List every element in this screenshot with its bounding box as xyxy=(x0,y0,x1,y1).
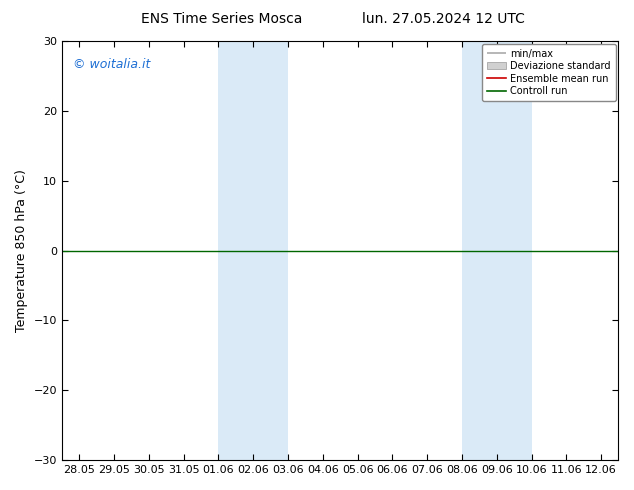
Text: ENS Time Series Mosca: ENS Time Series Mosca xyxy=(141,12,302,26)
Y-axis label: Temperature 850 hPa (°C): Temperature 850 hPa (°C) xyxy=(15,169,28,332)
Text: lun. 27.05.2024 12 UTC: lun. 27.05.2024 12 UTC xyxy=(363,12,525,26)
Legend: min/max, Deviazione standard, Ensemble mean run, Controll run: min/max, Deviazione standard, Ensemble m… xyxy=(482,44,616,101)
Bar xyxy=(462,41,531,460)
Text: © woitalia.it: © woitalia.it xyxy=(73,58,150,71)
Bar xyxy=(219,41,288,460)
